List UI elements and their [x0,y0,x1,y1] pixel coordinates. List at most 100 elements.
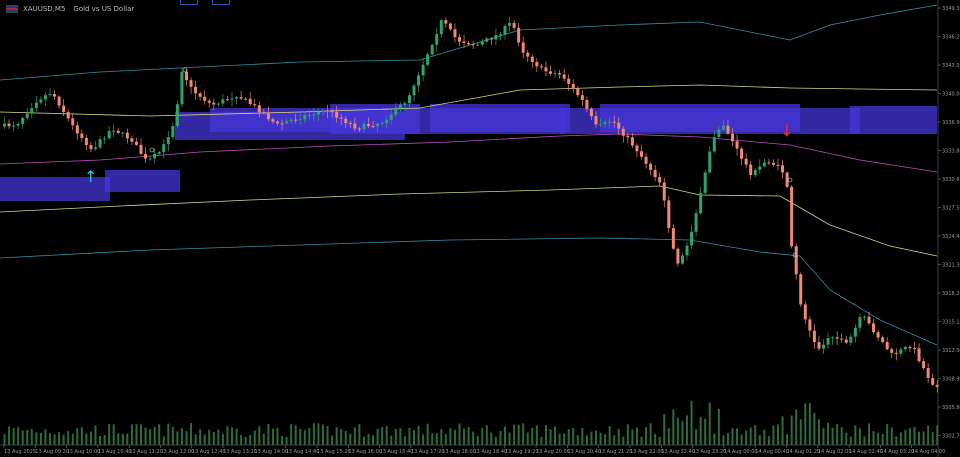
volume-bar [80,427,83,445]
candle-body [603,121,607,125]
candle-body [185,71,188,81]
volume-bar [176,431,179,445]
volume-bar [786,434,789,445]
volume-bar [449,428,452,445]
price-tick-label: 3340.00 [942,92,960,98]
candle-body [462,41,466,43]
candle-body [25,113,29,118]
volume-bar [271,428,274,445]
candle-body [303,115,307,120]
volume-bar [221,433,224,445]
volume-bar [672,409,675,445]
volume-bar [526,432,529,445]
volume-bar [17,427,20,445]
price-axis[interactable]: 3349.35 3346.20 3343.05 3340.00 3336.90 3333.… [938,6,960,440]
candle-body [799,274,803,305]
volume-bar [62,434,65,445]
volume-bar [635,427,638,445]
volume-bar [212,431,215,445]
candle-body [357,128,361,130]
window-control-right[interactable] [212,0,230,5]
volume-bar [171,426,174,445]
volume-bar [777,424,779,445]
time-tick-label: 13 Aug 20:40 [567,449,601,455]
candle-body [294,119,298,121]
volume-bar [581,427,584,445]
candle-body [116,130,120,133]
volume-bar [745,430,748,445]
volume-bar [467,426,470,445]
volume-bar [877,432,880,445]
volume-bar [731,428,734,445]
volume-bar [299,428,302,445]
candle-body [348,122,352,124]
candle-body [776,164,780,166]
price-tick-label: 3333.80 [942,149,960,155]
candle-body [712,136,716,152]
candle-body [699,192,703,214]
candle-body [380,122,384,124]
volume-bar [103,434,106,445]
price-tick-label: 3308.90 [942,377,960,383]
candle-body [16,123,20,126]
volume-bar [281,435,284,445]
candle-body [494,35,498,40]
volume-bar [758,435,761,445]
candle-body [257,105,261,113]
candle-body [84,137,88,146]
candle-body [230,98,234,100]
volume-bar [472,431,475,445]
candle-body [881,337,885,343]
volume-bar [681,421,684,445]
symbol-description: Gold vs US Dollar [73,5,135,13]
candle-body [107,130,111,139]
volume-bar [235,428,238,445]
candle-body [221,99,225,104]
candle-body [535,61,539,67]
candle-body [608,121,612,123]
window-control-left[interactable] [180,0,198,5]
candle-body [330,111,334,113]
pivot-marker [182,67,188,73]
volume-bar [217,429,220,445]
candle-body [576,88,580,96]
candle-body [803,304,807,320]
candle-body [212,102,216,105]
candle-body [512,22,516,28]
volume-bar [303,430,306,445]
candle-body [298,119,302,121]
symbol-name[interactable]: XAUUSD [23,5,53,13]
volume-bar [795,409,798,445]
volume-bar [8,426,11,445]
pivot-marker [149,147,155,153]
candle-body [89,145,93,150]
signal-markers: ↑↓ [84,67,798,258]
time-tick-label: 13 Aug 18:40 [474,449,508,455]
volume-bar [362,436,365,445]
volume-bar [162,436,165,445]
middle-ma-line [0,133,938,173]
volume-bar [422,434,425,445]
candle-body [744,158,748,165]
volume-bar [918,431,921,445]
candle-body [225,99,229,101]
timeframe-label[interactable]: M5 [54,5,66,13]
candle-body [735,141,739,149]
candle-body [194,86,198,94]
candle-body [862,316,866,318]
volume-bar [367,434,370,445]
volume-bar [913,426,916,445]
candle-body [71,118,75,126]
candle-body [767,162,771,164]
volume-bar [290,424,293,445]
volume-bar [540,436,543,445]
volume-bar [185,431,188,445]
supply-demand-zones [0,104,937,201]
volume-bar [567,429,570,445]
volume-bar [726,432,729,445]
candle-body [435,34,439,45]
volume-bar [831,427,834,445]
candle-body [280,123,284,125]
